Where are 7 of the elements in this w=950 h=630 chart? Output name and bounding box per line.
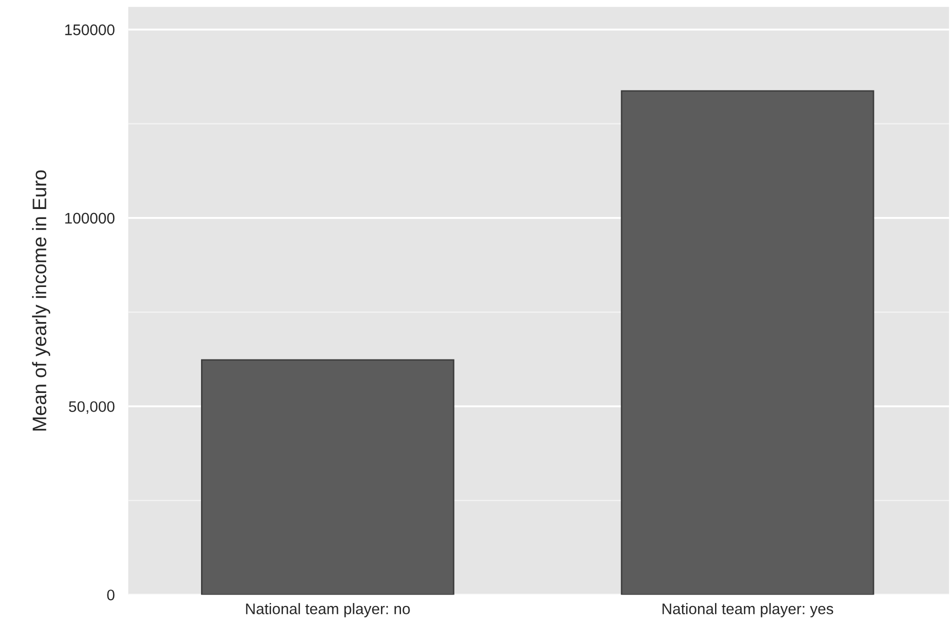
x-tick-label: National team player: no [246,603,410,618]
y-axis-title: Mean of yearly income in Euro [32,170,50,431]
y-tick-label: 50,000 [68,401,114,414]
y-tick-label: 100000 [65,212,114,224]
x-tick-label: National team player: yes [662,603,834,618]
y-tick-label: 0 [107,590,114,600]
y-tick-label: 150000 [65,24,114,36]
